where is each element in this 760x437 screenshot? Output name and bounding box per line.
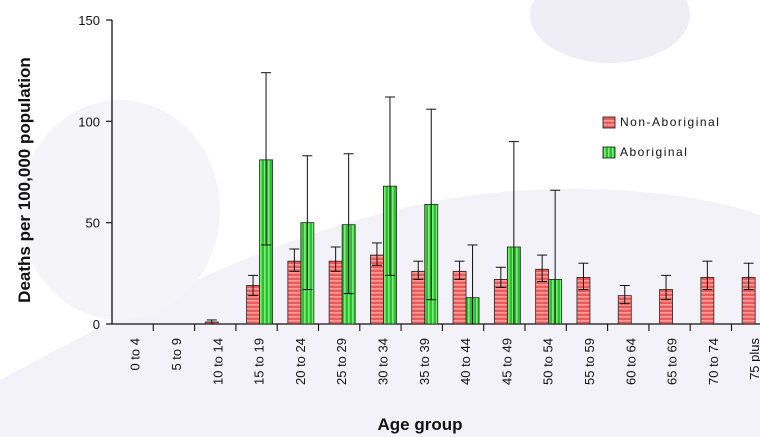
legend-box xyxy=(598,112,760,170)
x-tick-label: 45 to 49 xyxy=(499,338,514,385)
x-tick-label: 20 to 24 xyxy=(293,338,308,385)
x-tick-label: 30 to 34 xyxy=(375,338,390,385)
y-tick-label: 0 xyxy=(93,317,100,332)
y-tick-label: 100 xyxy=(78,114,100,129)
x-tick-label: 75 plus xyxy=(747,338,760,380)
x-tick-label: 15 to 19 xyxy=(252,338,267,385)
legend-swatch-aboriginal xyxy=(602,146,616,159)
legend-swatch-non-aboriginal xyxy=(602,116,616,129)
legend-label-non-aboriginal: Non-Aboriginal xyxy=(620,115,720,129)
x-tick-label: 0 to 4 xyxy=(128,338,143,371)
x-tick-label: 40 to 44 xyxy=(458,338,473,385)
x-tick-label: 10 to 14 xyxy=(210,338,225,385)
x-tick-label: 55 to 59 xyxy=(582,338,597,385)
x-axis-title: Age group xyxy=(378,415,463,434)
x-tick-label: 65 to 69 xyxy=(665,338,680,385)
x-tick-label: 50 to 54 xyxy=(541,338,556,385)
legend-label-aboriginal: Aboriginal xyxy=(620,145,688,159)
legend: Non-Aboriginal Aboriginal xyxy=(598,112,760,170)
plot-area: 0 50 100 150 0 to 4 5 to 9 10 to 14 15 to 19 20 … xyxy=(78,13,760,385)
x-tick-label: 35 to 39 xyxy=(417,338,432,385)
x-tick-label: 25 to 29 xyxy=(334,338,349,385)
y-axis-title: Deaths per 100,000 population xyxy=(15,57,34,303)
x-tick-label: 5 to 9 xyxy=(169,338,184,371)
x-tick-label: 70 to 74 xyxy=(706,338,721,385)
y-tick-label: 50 xyxy=(86,216,100,231)
x-tick-label: 60 to 64 xyxy=(623,338,638,385)
y-tick-label: 150 xyxy=(78,13,100,28)
